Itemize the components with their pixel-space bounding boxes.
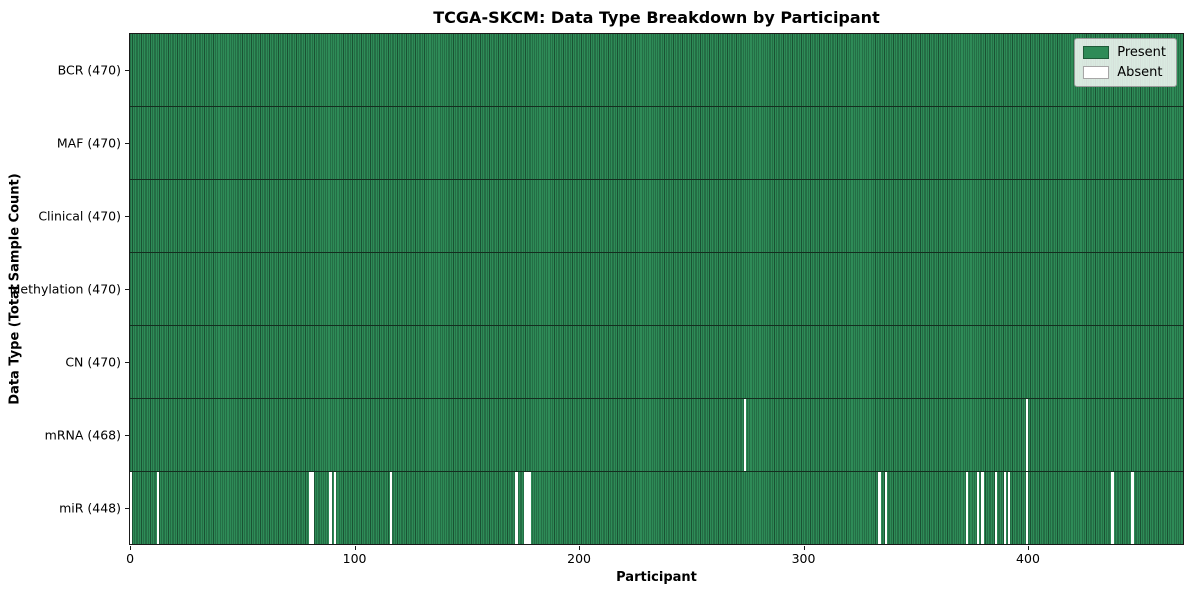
plot-area: Present Absent <box>129 33 1184 545</box>
heatmap-rows <box>130 34 1183 544</box>
x-tick-mark <box>1027 546 1029 550</box>
absent-strip <box>994 472 998 544</box>
x-tick-label-300: 300 <box>791 551 816 566</box>
absent-strip <box>389 472 393 544</box>
x-tick-mark <box>579 546 581 550</box>
absent-strip <box>329 472 332 544</box>
legend: Present Absent <box>1074 38 1177 87</box>
heatmap-row-miR <box>130 471 1183 544</box>
absent-strip <box>878 472 881 544</box>
heatmap-row-Clinical <box>130 179 1183 252</box>
x-tick-mark <box>803 546 805 550</box>
absent-strip <box>156 472 160 544</box>
y-tick-label-MAF: MAF (470) <box>56 135 121 151</box>
absent-strip <box>885 472 888 544</box>
absent-strip <box>311 472 314 544</box>
x-axis-label: Participant <box>616 570 697 585</box>
heatmap-row-Methylation <box>130 252 1183 325</box>
absent-strip <box>333 472 337 544</box>
x-tick-label-200: 200 <box>567 551 591 566</box>
y-tick-mark <box>125 435 129 437</box>
heatmap-row-BCR <box>130 34 1183 106</box>
legend-swatch-present <box>1083 46 1110 59</box>
absent-strip <box>528 472 532 544</box>
absent-strip <box>526 472 529 544</box>
absent-strip <box>524 472 527 544</box>
y-tick-label-Methylation: Methylation (470) <box>9 281 121 297</box>
legend-label: Absent <box>1117 65 1163 80</box>
absent-strip <box>981 472 984 544</box>
absent-strip <box>1003 472 1006 544</box>
absent-strip <box>1026 399 1029 471</box>
absent-strip <box>743 399 747 471</box>
absent-strip <box>1131 472 1134 544</box>
x-tick-label-0: 0 <box>126 551 135 566</box>
absent-strip <box>965 472 968 544</box>
chart-title: TCGA-SKCM: Data Type Breakdown by Partic… <box>433 8 880 27</box>
y-tick-label-mRNA: mRNA (468) <box>44 427 121 443</box>
absent-strip <box>130 472 133 544</box>
absent-strip <box>1026 472 1029 544</box>
x-tick-mark <box>130 546 132 550</box>
y-tick-label-BCR: BCR (470) <box>57 62 121 78</box>
heatmap-row-MAF <box>130 106 1183 179</box>
legend-label: Present <box>1117 45 1166 60</box>
absent-strip <box>309 472 312 544</box>
y-tick-mark <box>125 508 129 510</box>
y-tick-mark <box>125 289 129 290</box>
y-tick-mark <box>125 362 129 364</box>
legend-item-absent: Absent <box>1083 65 1166 80</box>
y-tick-mark <box>125 215 129 217</box>
y-tick-label-Clinical: Clinical (470) <box>38 208 121 224</box>
legend-swatch-absent <box>1083 66 1110 79</box>
y-tick-mark <box>125 69 129 71</box>
x-tick-label-100: 100 <box>342 551 367 566</box>
x-tick-label-400: 400 <box>1016 551 1040 566</box>
absent-strip <box>515 472 518 544</box>
y-tick-label-miR: miR (448) <box>59 500 121 516</box>
absent-strip <box>1008 472 1011 544</box>
y-tick-mark <box>125 142 129 144</box>
x-tick-mark <box>354 546 356 550</box>
heatmap-row-CN <box>130 325 1183 398</box>
absent-strip <box>1111 472 1114 544</box>
heatmap-row-mRNA <box>130 398 1183 471</box>
absent-strip <box>976 472 980 544</box>
y-tick-label-CN: CN (470) <box>65 354 121 370</box>
legend-item-present: Present <box>1083 45 1166 60</box>
